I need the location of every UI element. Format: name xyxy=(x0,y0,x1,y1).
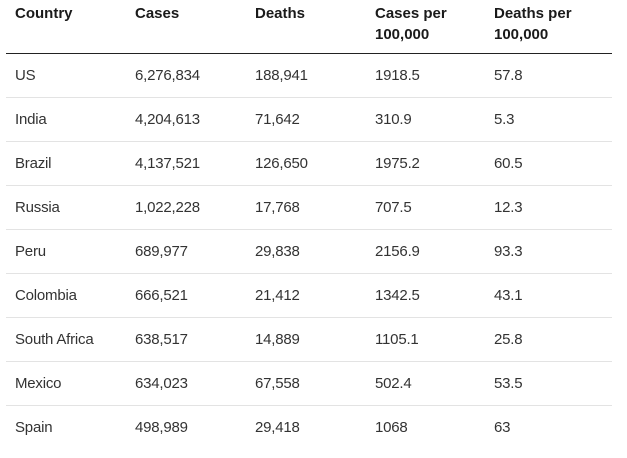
cell-deaths-per-100000: 57.8 xyxy=(485,53,612,98)
cell-cases-per-100000: 310.9 xyxy=(366,97,485,142)
cell-cases: 638,517 xyxy=(126,317,246,362)
table-row: Spain 498,989 29,418 1068 63 xyxy=(6,405,612,449)
table-row: Peru 689,977 29,838 2156.9 93.3 xyxy=(6,229,612,274)
cell-cases: 498,989 xyxy=(135,418,188,436)
table-row: Mexico 634,023 67,558 502.4 53.5 xyxy=(6,361,612,406)
table-row: US 6,276,834 188,941 1918.5 57.8 xyxy=(6,53,612,98)
table-body: US 6,276,834 188,941 1918.5 57.8 India 4… xyxy=(6,53,612,449)
cell-deaths-per-100000: 93.3 xyxy=(485,229,612,274)
cell-deaths-per-100000: 60.5 xyxy=(485,141,612,186)
cell-cases-per-100000: 2156.9 xyxy=(366,229,485,274)
cell-cases-per-100000: 1068 xyxy=(375,418,408,436)
cell-deaths: 29,418 xyxy=(255,418,300,436)
cell-cases-per-100000: 707.5 xyxy=(366,185,485,230)
table-row: Colombia 666,521 21,412 1342.5 43.1 xyxy=(6,273,612,318)
cell-deaths: 14,889 xyxy=(246,317,366,362)
table-row: India 4,204,613 71,642 310.9 5.3 xyxy=(6,97,612,142)
cell-cases: 689,977 xyxy=(126,229,246,274)
cell-cases-per-100000: 502.4 xyxy=(366,361,485,406)
cell-country: Colombia xyxy=(6,273,126,318)
cell-deaths-per-100000: 12.3 xyxy=(485,185,612,230)
header-row: Country Cases Deaths Cases per 100,000 D… xyxy=(6,0,612,54)
cell-deaths: 71,642 xyxy=(246,97,366,142)
cell-deaths-per-100000: 25.8 xyxy=(485,317,612,362)
cell-cases-per-100000: 1975.2 xyxy=(366,141,485,186)
cell-deaths-per-100000: 63 xyxy=(494,418,511,436)
cell-cases: 666,521 xyxy=(126,273,246,318)
table-row: Brazil 4,137,521 126,650 1975.2 60.5 xyxy=(6,141,612,186)
cell-deaths-per-100000: 53.5 xyxy=(485,361,612,406)
cell-country: South Africa xyxy=(6,317,126,362)
cell-deaths-per-100000: 5.3 xyxy=(485,97,612,142)
cell-deaths-per-100000: 43.1 xyxy=(485,273,612,318)
cell-deaths: 21,412 xyxy=(246,273,366,318)
table-row: Russia 1,022,228 17,768 707.5 12.3 xyxy=(6,185,612,230)
cell-cases: 4,204,613 xyxy=(126,97,246,142)
covid-stats-table: Country Cases Deaths Cases per 100,000 D… xyxy=(6,0,612,449)
header-deaths-per-100000: Deaths per 100,000 xyxy=(485,0,612,54)
cell-country: Russia xyxy=(6,185,126,230)
cell-deaths: 188,941 xyxy=(246,53,366,98)
cell-country: India xyxy=(6,97,126,142)
cell-cases-per-100000: 1918.5 xyxy=(366,53,485,98)
cell-country: Peru xyxy=(6,229,126,274)
header-country: Country xyxy=(6,0,126,54)
cell-country: Spain xyxy=(15,418,53,436)
cell-cases: 4,137,521 xyxy=(126,141,246,186)
cell-deaths: 29,838 xyxy=(246,229,366,274)
cell-cases: 634,023 xyxy=(126,361,246,406)
cell-country: Mexico xyxy=(6,361,126,406)
cell-cases-per-100000: 1342.5 xyxy=(366,273,485,318)
header-deaths: Deaths xyxy=(246,0,366,54)
cell-country: US xyxy=(6,53,126,98)
table-row: South Africa 638,517 14,889 1105.1 25.8 xyxy=(6,317,612,362)
cell-cases-per-100000: 1105.1 xyxy=(366,317,485,362)
cell-deaths: 126,650 xyxy=(246,141,366,186)
cell-deaths: 67,558 xyxy=(246,361,366,406)
cell-cases: 6,276,834 xyxy=(126,53,246,98)
header-cases: Cases xyxy=(126,0,246,54)
cell-country: Brazil xyxy=(6,141,126,186)
cell-cases: 1,022,228 xyxy=(126,185,246,230)
cell-deaths: 17,768 xyxy=(246,185,366,230)
table-header: Country Cases Deaths Cases per 100,000 D… xyxy=(6,0,612,54)
header-cases-per-100000: Cases per 100,000 xyxy=(366,0,485,54)
